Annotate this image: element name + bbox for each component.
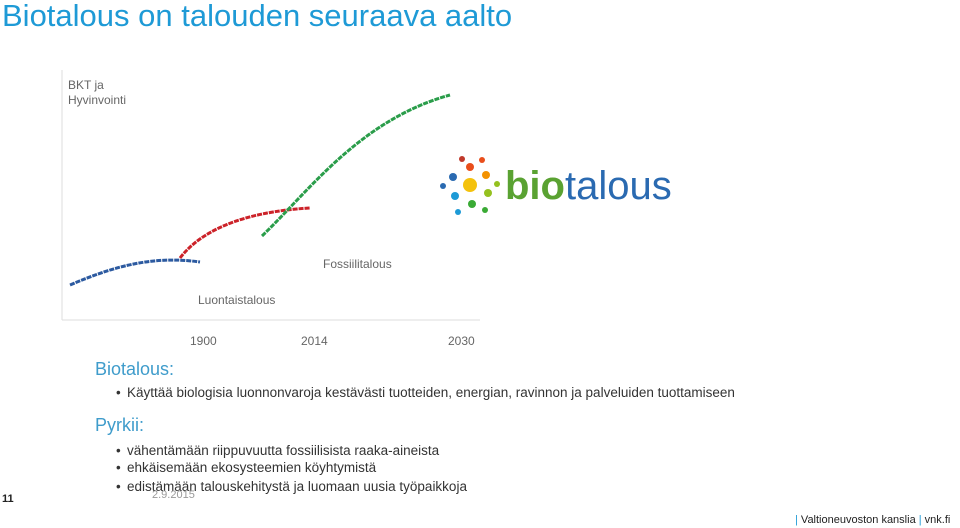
- bullet: ehkäisemään ekosysteemien köyhtymistä: [116, 460, 376, 475]
- title: Biotalous on talouden seuraava aalto: [2, 0, 513, 33]
- bullet: Käyttää biologisia luonnonvaroja kestävä…: [116, 385, 735, 400]
- bullet: vähentämään riippuvuutta fossiilisista r…: [116, 443, 439, 458]
- curve-green: [260, 93, 451, 238]
- logo-icon: [440, 156, 500, 215]
- axis-label: BKT ja: [68, 78, 104, 92]
- curve-label: Fossiilitalous: [323, 257, 392, 271]
- date: 2.9.2015: [152, 489, 195, 501]
- logo-text: biotalous: [505, 164, 672, 209]
- curve-label: Luontaistalous: [198, 293, 276, 307]
- bullet: edistämään talouskehitystä ja luomaan uu…: [116, 479, 467, 494]
- logo-prefix: bio: [505, 164, 565, 208]
- year-label: 1900: [190, 334, 217, 348]
- site: vnk.fi: [924, 514, 951, 526]
- curve-blue: [69, 258, 201, 287]
- logo-suffix: talous: [564, 164, 672, 208]
- year-label: 2030: [448, 334, 475, 348]
- curve-red: [178, 206, 311, 259]
- org: Valtioneuvoston kanslia: [800, 514, 916, 526]
- footer-org: | Valtioneuvoston kanslia | vnk.fi: [795, 514, 951, 526]
- year-label: 2014: [301, 334, 328, 348]
- section-heading: Biotalous:: [95, 359, 175, 379]
- section-heading: Pyrkii:: [95, 415, 144, 435]
- page-number: 11: [2, 493, 14, 505]
- axis-label: Hyvinvointi: [68, 93, 127, 107]
